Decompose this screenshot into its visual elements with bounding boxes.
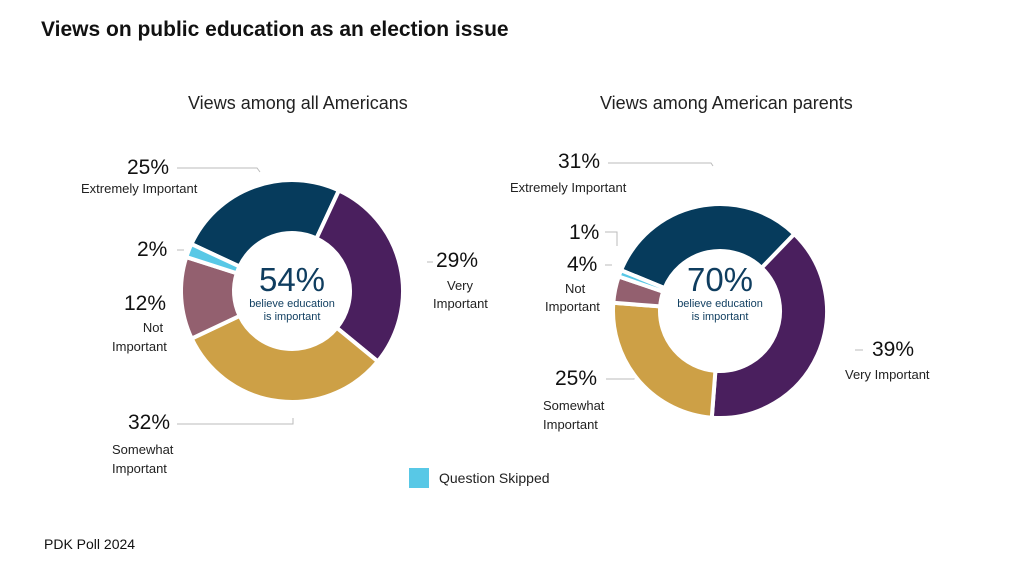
data-label-extremely: 25% [127,156,170,179]
category-label-not: Not [133,318,173,337]
category-label-somewhat: Somewhat [112,442,174,457]
chart-title-all-americans: Views among all Americans [188,93,408,113]
slice-question-skipped [183,241,243,276]
leader-line [177,418,294,425]
center-text: is important [691,311,749,323]
category-label-somewhat: Somewhat [543,398,605,413]
category-label-very: Very Important [845,367,930,382]
data-label-somewhat: 32% [128,411,171,434]
slice-somewhat-important [611,300,718,420]
data-label-not: 12% [124,292,167,315]
data-label-skipped: 2% [137,238,168,261]
center-text: believe education [677,298,763,310]
label-line: Not [142,320,164,335]
slice-question-skipped [616,267,668,295]
category-label-very: Very [447,278,474,293]
data-label-very: 29% [436,249,479,272]
center-value: 54% [258,261,326,298]
legend: Question Skipped [409,468,550,488]
category-label-somewhat-2: Important [543,417,598,432]
donut-all-americans [179,178,405,404]
category-label-very-2: Important [433,296,488,311]
donut-parents [611,202,829,420]
slice-extremely-important [188,178,342,270]
category-label-somewhat-2: Important [112,461,167,476]
slice-very-important [709,231,829,420]
leader-line [177,167,261,173]
center-text: believe education [249,298,335,310]
center-text: is important [263,311,321,323]
slice-somewhat-important [189,313,381,404]
center-summary-all: 54% believe education is important [242,262,342,324]
category-label-not: Not [565,281,586,296]
category-label-extremely: Extremely Important [510,180,627,195]
legend-label-skipped: Question Skipped [439,470,550,486]
chart-title-parents: Views among American parents [600,93,853,113]
data-label-very: 39% [872,338,915,361]
slice-extremely-important [618,202,798,291]
category-label-not-2: Important [112,339,167,354]
slice-very-important [313,187,405,365]
data-label-extremely: 31% [558,150,601,173]
data-label-skipped: 1% [569,221,600,244]
category-label-not-2: Important [545,299,600,314]
legend-swatch-skipped [409,468,429,488]
center-summary-parents: 70% believe education is important [670,262,770,324]
category-label-extremely: Extremely Important [81,181,198,196]
leader-line [608,162,714,167]
source-note: PDK Poll 2024 [44,536,136,552]
data-label-somewhat: 25% [555,367,598,390]
center-value: 70% [686,261,754,298]
data-label-not: 4% [567,253,598,276]
page-title: Views on public education as an election… [41,18,509,41]
leader-line [605,231,618,246]
